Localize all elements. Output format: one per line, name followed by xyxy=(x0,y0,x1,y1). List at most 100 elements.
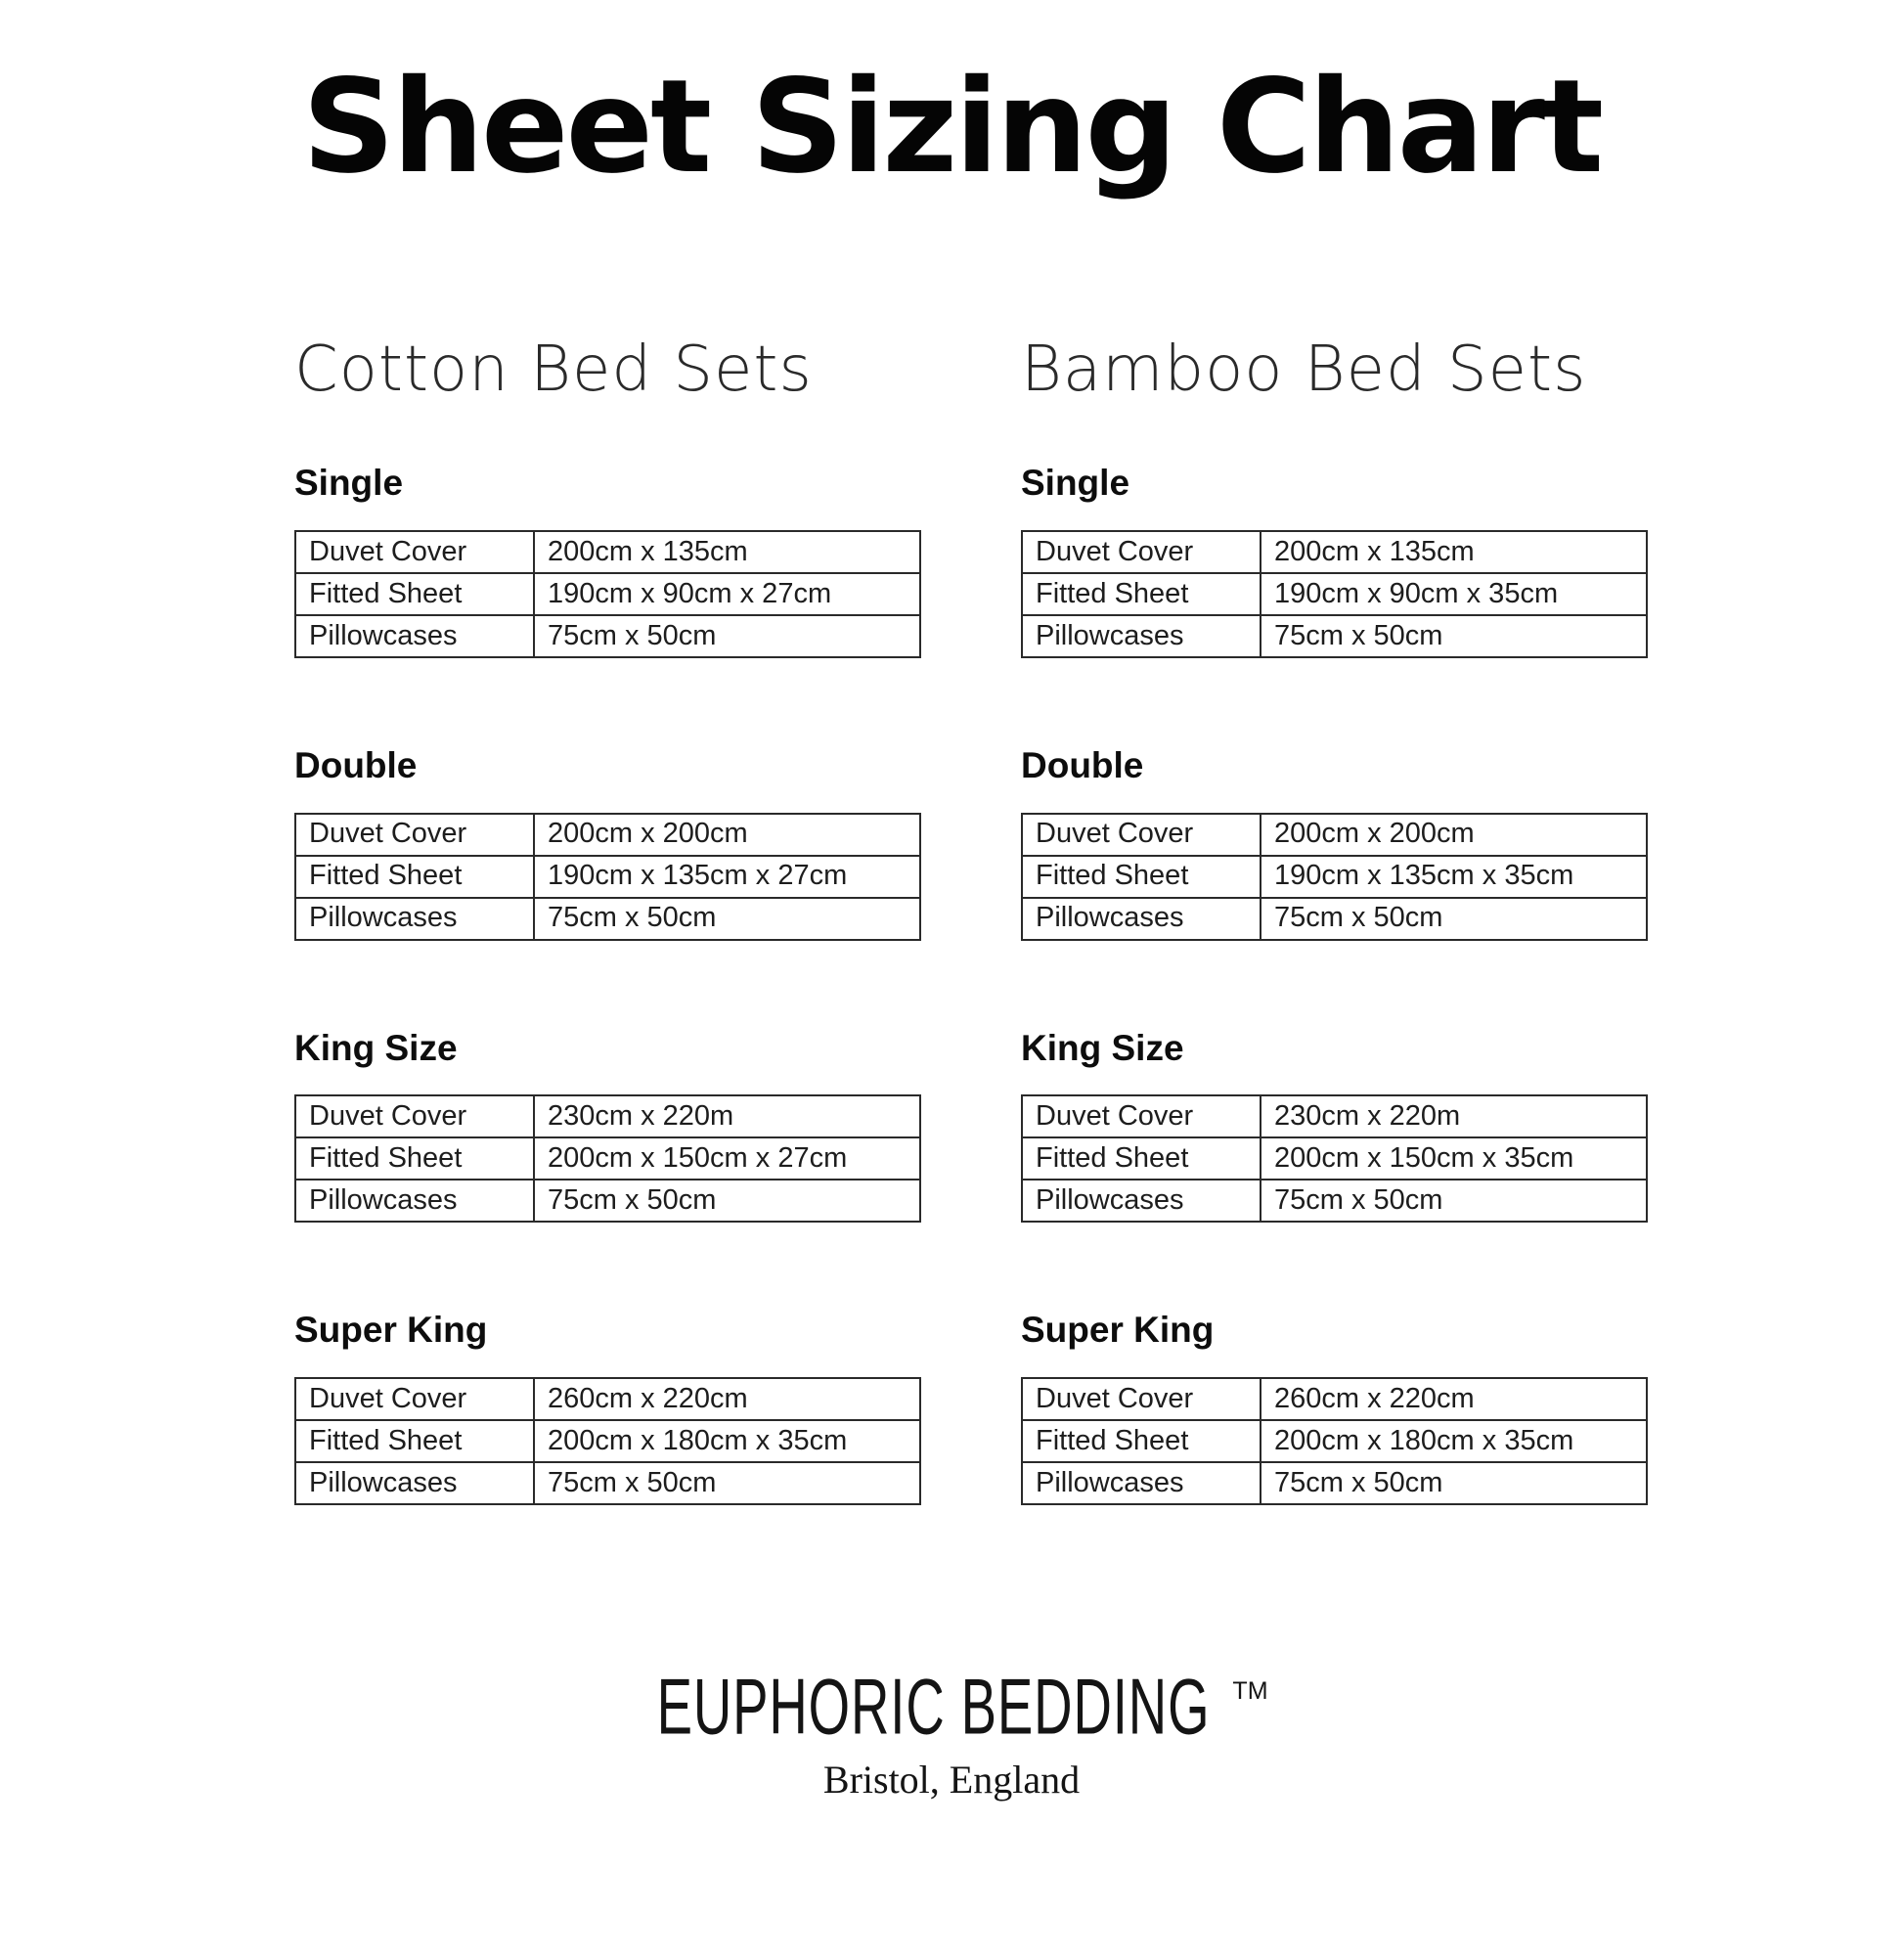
size-heading: Double xyxy=(294,745,418,786)
table-row: Fitted Sheet 190cm x 135cm x 27cm xyxy=(294,854,921,899)
item-label: Pillowcases xyxy=(1021,614,1261,659)
item-label: Fitted Sheet xyxy=(294,1419,535,1464)
size-heading: Double xyxy=(1021,745,1144,786)
item-label: Duvet Cover xyxy=(294,530,535,575)
table-row: Fitted Sheet 200cm x 180cm x 35cm xyxy=(1021,1419,1648,1464)
item-label: Pillowcases xyxy=(294,1461,535,1506)
size-table: Duvet Cover 230cm x 220m Fitted Sheet 20… xyxy=(1021,1094,1648,1224)
item-value: 260cm x 220cm xyxy=(1260,1377,1648,1422)
item-value: 190cm x 135cm x 27cm xyxy=(533,854,921,899)
item-value: 200cm x 180cm x 35cm xyxy=(533,1419,921,1464)
section-bamboo-single: Single Duvet Cover 200cm x 135cm Fitted … xyxy=(1021,463,1648,659)
column-heading-cotton: Cotton Bed Sets xyxy=(294,334,813,407)
table-row: Fitted Sheet 190cm x 90cm x 35cm xyxy=(1021,572,1648,617)
table-row: Pillowcases 75cm x 50cm xyxy=(1021,1179,1648,1224)
table-row: Pillowcases 75cm x 50cm xyxy=(294,896,921,941)
item-label: Fitted Sheet xyxy=(294,854,535,899)
size-table: Duvet Cover 260cm x 220cm Fitted Sheet 2… xyxy=(294,1377,921,1506)
item-value: 200cm x 135cm xyxy=(1260,530,1648,575)
item-value: 200cm x 135cm xyxy=(533,530,921,575)
item-label: Duvet Cover xyxy=(294,812,535,857)
table-row: Duvet Cover 200cm x 200cm xyxy=(294,812,921,857)
table-row: Duvet Cover 230cm x 220m xyxy=(1021,1094,1648,1139)
brand-logo: EUPHORIC BEDDING TM xyxy=(619,1664,1283,1753)
item-label: Pillowcases xyxy=(1021,896,1261,941)
item-value: 75cm x 50cm xyxy=(533,614,921,659)
size-table: Duvet Cover 230cm x 220m Fitted Sheet 20… xyxy=(294,1094,921,1224)
item-value: 200cm x 180cm x 35cm xyxy=(1260,1419,1648,1464)
size-table: Duvet Cover 200cm x 135cm Fitted Sheet 1… xyxy=(294,530,921,659)
size-heading: Single xyxy=(294,463,404,504)
item-value: 200cm x 150cm x 27cm xyxy=(533,1136,921,1181)
size-table: Duvet Cover 200cm x 200cm Fitted Sheet 1… xyxy=(1021,812,1648,941)
table-row: Duvet Cover 200cm x 135cm xyxy=(294,530,921,575)
section-cotton-superking: Super King Duvet Cover 260cm x 220cm Fit… xyxy=(294,1310,921,1506)
table-row: Duvet Cover 200cm x 200cm xyxy=(1021,812,1648,857)
item-label: Duvet Cover xyxy=(1021,530,1261,575)
size-heading: Super King xyxy=(1021,1310,1215,1351)
item-value: 75cm x 50cm xyxy=(1260,896,1648,941)
item-value: 75cm x 50cm xyxy=(533,896,921,941)
item-label: Fitted Sheet xyxy=(294,1136,535,1181)
bed-set-columns: Cotton Bed Sets Single Duvet Cover 200cm… xyxy=(0,334,1903,1506)
item-value: 230cm x 220m xyxy=(1260,1094,1648,1139)
item-label: Fitted Sheet xyxy=(1021,1136,1261,1181)
table-row: Fitted Sheet 200cm x 180cm x 35cm xyxy=(294,1419,921,1464)
item-label: Pillowcases xyxy=(1021,1461,1261,1506)
item-label: Pillowcases xyxy=(294,1179,535,1224)
item-value: 200cm x 200cm xyxy=(533,812,921,857)
trademark-symbol: TM xyxy=(1232,1677,1268,1706)
item-value: 230cm x 220m xyxy=(533,1094,921,1139)
size-heading: King Size xyxy=(1021,1027,1184,1068)
item-label: Duvet Cover xyxy=(294,1094,535,1139)
item-label: Pillowcases xyxy=(294,614,535,659)
item-label: Fitted Sheet xyxy=(1021,854,1261,899)
table-row: Fitted Sheet 190cm x 135cm x 35cm xyxy=(1021,854,1648,899)
item-label: Pillowcases xyxy=(294,896,535,941)
item-value: 75cm x 50cm xyxy=(533,1179,921,1224)
brand-location: Bristol, England xyxy=(822,1758,1081,1803)
item-value: 190cm x 90cm x 27cm xyxy=(533,572,921,617)
item-value: 200cm x 200cm xyxy=(1260,812,1648,857)
item-value: 190cm x 135cm x 35cm xyxy=(1260,854,1648,899)
column-bamboo: Bamboo Bed Sets Single Duvet Cover 200cm… xyxy=(1021,334,1648,1506)
table-row: Pillowcases 75cm x 50cm xyxy=(294,1461,921,1506)
section-bamboo-king: King Size Duvet Cover 230cm x 220m Fitte… xyxy=(1021,1027,1648,1224)
table-row: Pillowcases 75cm x 50cm xyxy=(1021,1461,1648,1506)
table-row: Pillowcases 75cm x 50cm xyxy=(1021,896,1648,941)
item-label: Fitted Sheet xyxy=(1021,572,1261,617)
column-heading-bamboo: Bamboo Bed Sets xyxy=(1021,334,1587,407)
table-row: Duvet Cover 200cm x 135cm xyxy=(1021,530,1648,575)
table-row: Fitted Sheet 200cm x 150cm x 35cm xyxy=(1021,1136,1648,1181)
size-heading: King Size xyxy=(294,1027,458,1068)
table-row: Pillowcases 75cm x 50cm xyxy=(294,614,921,659)
table-row: Fitted Sheet 190cm x 90cm x 27cm xyxy=(294,572,921,617)
table-row: Pillowcases 75cm x 50cm xyxy=(1021,614,1648,659)
size-heading: Super King xyxy=(294,1310,488,1351)
item-label: Duvet Cover xyxy=(294,1377,535,1422)
page-title: Sheet Sizing Chart xyxy=(301,52,1604,202)
section-bamboo-superking: Super King Duvet Cover 260cm x 220cm Fit… xyxy=(1021,1310,1648,1506)
table-row: Pillowcases 75cm x 50cm xyxy=(294,1179,921,1224)
size-table: Duvet Cover 200cm x 200cm Fitted Sheet 1… xyxy=(294,812,921,941)
item-value: 75cm x 50cm xyxy=(533,1461,921,1506)
size-heading: Single xyxy=(1021,463,1130,504)
item-label: Pillowcases xyxy=(1021,1179,1261,1224)
item-value: 75cm x 50cm xyxy=(1260,1179,1648,1224)
section-bamboo-double: Double Duvet Cover 200cm x 200cm Fitted … xyxy=(1021,745,1648,941)
item-value: 75cm x 50cm xyxy=(1260,1461,1648,1506)
item-label: Fitted Sheet xyxy=(1021,1419,1261,1464)
item-label: Duvet Cover xyxy=(1021,1094,1261,1139)
item-value: 75cm x 50cm xyxy=(1260,614,1648,659)
table-row: Duvet Cover 230cm x 220m xyxy=(294,1094,921,1139)
item-value: 260cm x 220cm xyxy=(533,1377,921,1422)
size-table: Duvet Cover 200cm x 135cm Fitted Sheet 1… xyxy=(1021,530,1648,659)
table-row: Fitted Sheet 200cm x 150cm x 27cm xyxy=(294,1136,921,1181)
item-value: 200cm x 150cm x 35cm xyxy=(1260,1136,1648,1181)
item-label: Duvet Cover xyxy=(1021,812,1261,857)
size-table: Duvet Cover 260cm x 220cm Fitted Sheet 2… xyxy=(1021,1377,1648,1506)
column-cotton: Cotton Bed Sets Single Duvet Cover 200cm… xyxy=(294,334,921,1506)
item-value: 190cm x 90cm x 35cm xyxy=(1260,572,1648,617)
brand-footer: EUPHORIC BEDDING TM Bristol, England xyxy=(0,1664,1903,1803)
section-cotton-king: King Size Duvet Cover 230cm x 220m Fitte… xyxy=(294,1027,921,1224)
